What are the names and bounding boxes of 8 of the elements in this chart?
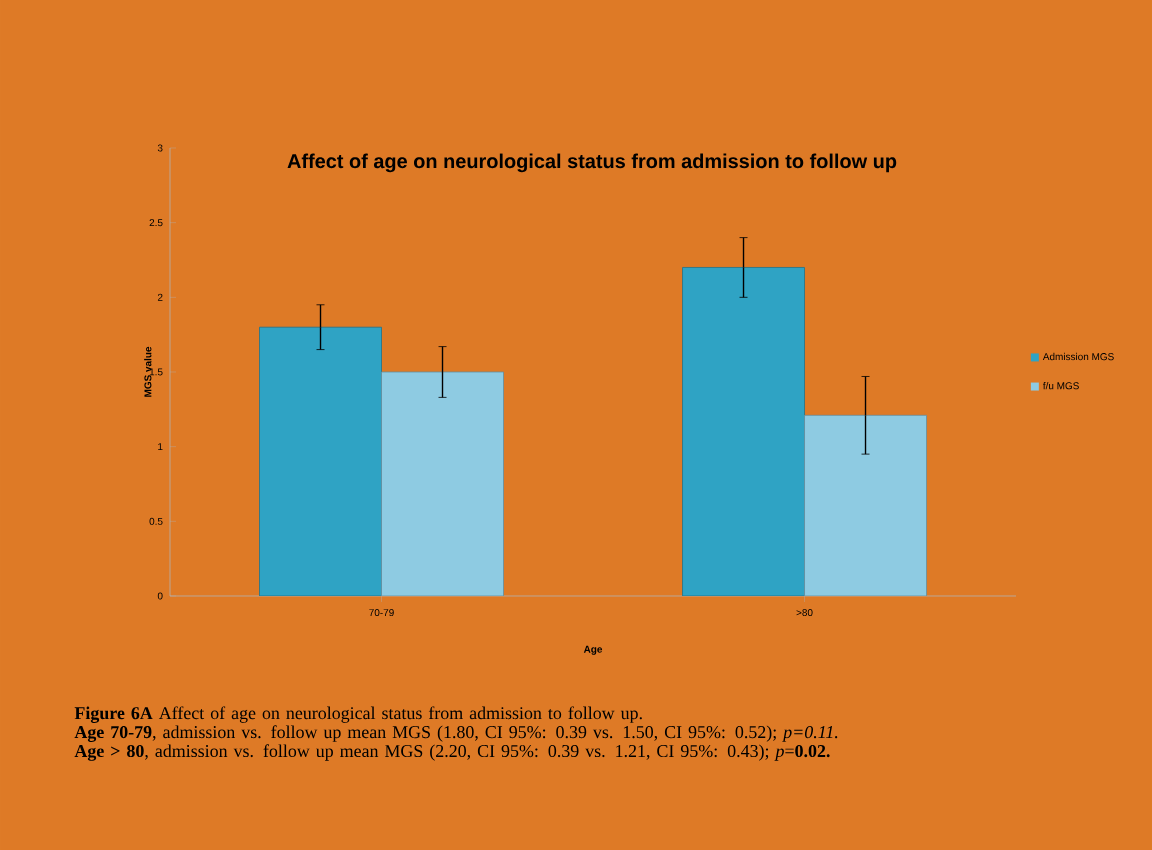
bar (804, 414, 927, 596)
text: Age 70-79, admission vs. follow up mean MGS (1.80, CI 95%: 0.39 vs. 1.50, CI 95%: 0.52); p=0.11. (74, 725, 838, 742)
chart-title: Affect of age on neurological status from admission to follow up (287, 153, 897, 173)
text: Age > 80, admission vs. follow up mean MGS (2.20, CI 95%: 0.39 vs. 1.21, CI 95%: 0.43); p=0.02. (74, 744, 830, 761)
bar (682, 267, 805, 596)
text: Figure 6A Affect of age on neurological status from admission to follow up. (74, 706, 642, 723)
bar (259, 326, 382, 596)
bar (381, 371, 504, 596)
